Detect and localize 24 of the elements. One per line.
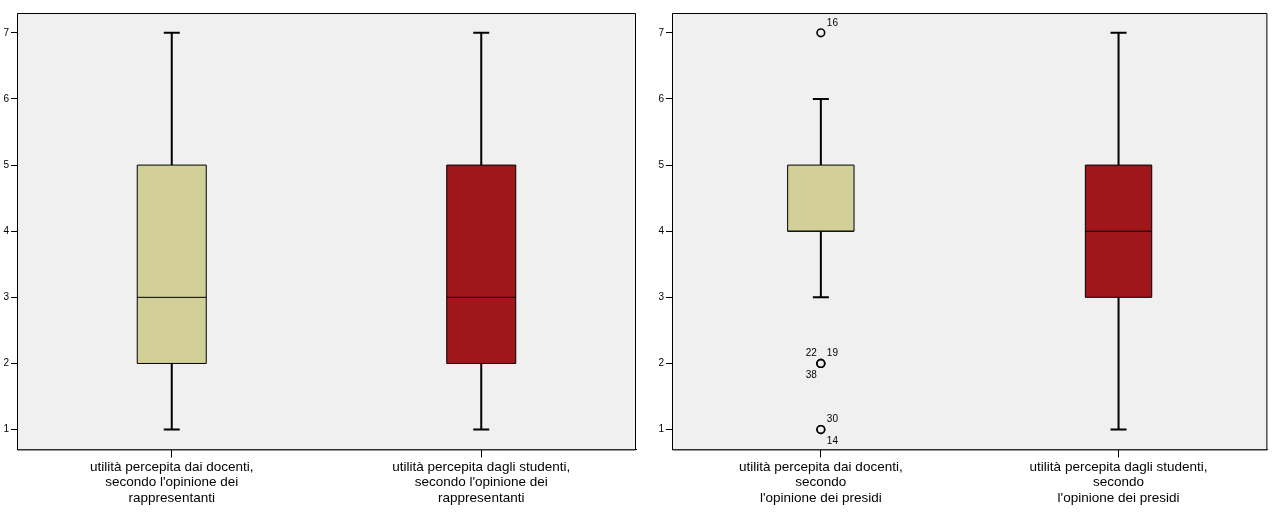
y-tick-label: 4 (3, 224, 10, 236)
y-tick-label: 2 (658, 357, 665, 369)
y-tick-label: 2 (3, 357, 10, 369)
y-tick-label: 7 (658, 26, 665, 38)
y-tick-label: 6 (3, 92, 10, 104)
y-tick-label: 5 (658, 158, 665, 170)
y-tick-label: 6 (658, 92, 665, 104)
y-tick-label: 4 (658, 224, 665, 236)
y-tick-label: 5 (3, 158, 10, 170)
y-tick-label: 3 (3, 291, 10, 303)
annotation: 16 (826, 16, 839, 28)
annotation: 22 (805, 347, 818, 359)
x-tick-label: utilità percepita dai docenti, secondo l'opinione dei presidi (739, 458, 903, 505)
annotation: 30 (826, 413, 839, 425)
y-tick-label: 7 (3, 26, 10, 38)
y-tick-label: 1 (658, 423, 665, 435)
y-tick-label: 3 (658, 291, 665, 303)
y-tick-label: 1 (3, 423, 10, 435)
annotation: 19 (826, 347, 839, 359)
annotation: 38 (805, 369, 818, 381)
x-tick-label: utilità percepita dagli studenti, secondo l'opinione dei presidi (1029, 458, 1208, 505)
x-tick-label: utilità percepita dai docenti, secondo l'opinione dei rappresentanti (89, 458, 254, 505)
x-tick-label: utilità percepita dagli studenti, secondo l'opinione dei rappresentanti (392, 458, 571, 505)
annotation: 14 (826, 435, 839, 447)
